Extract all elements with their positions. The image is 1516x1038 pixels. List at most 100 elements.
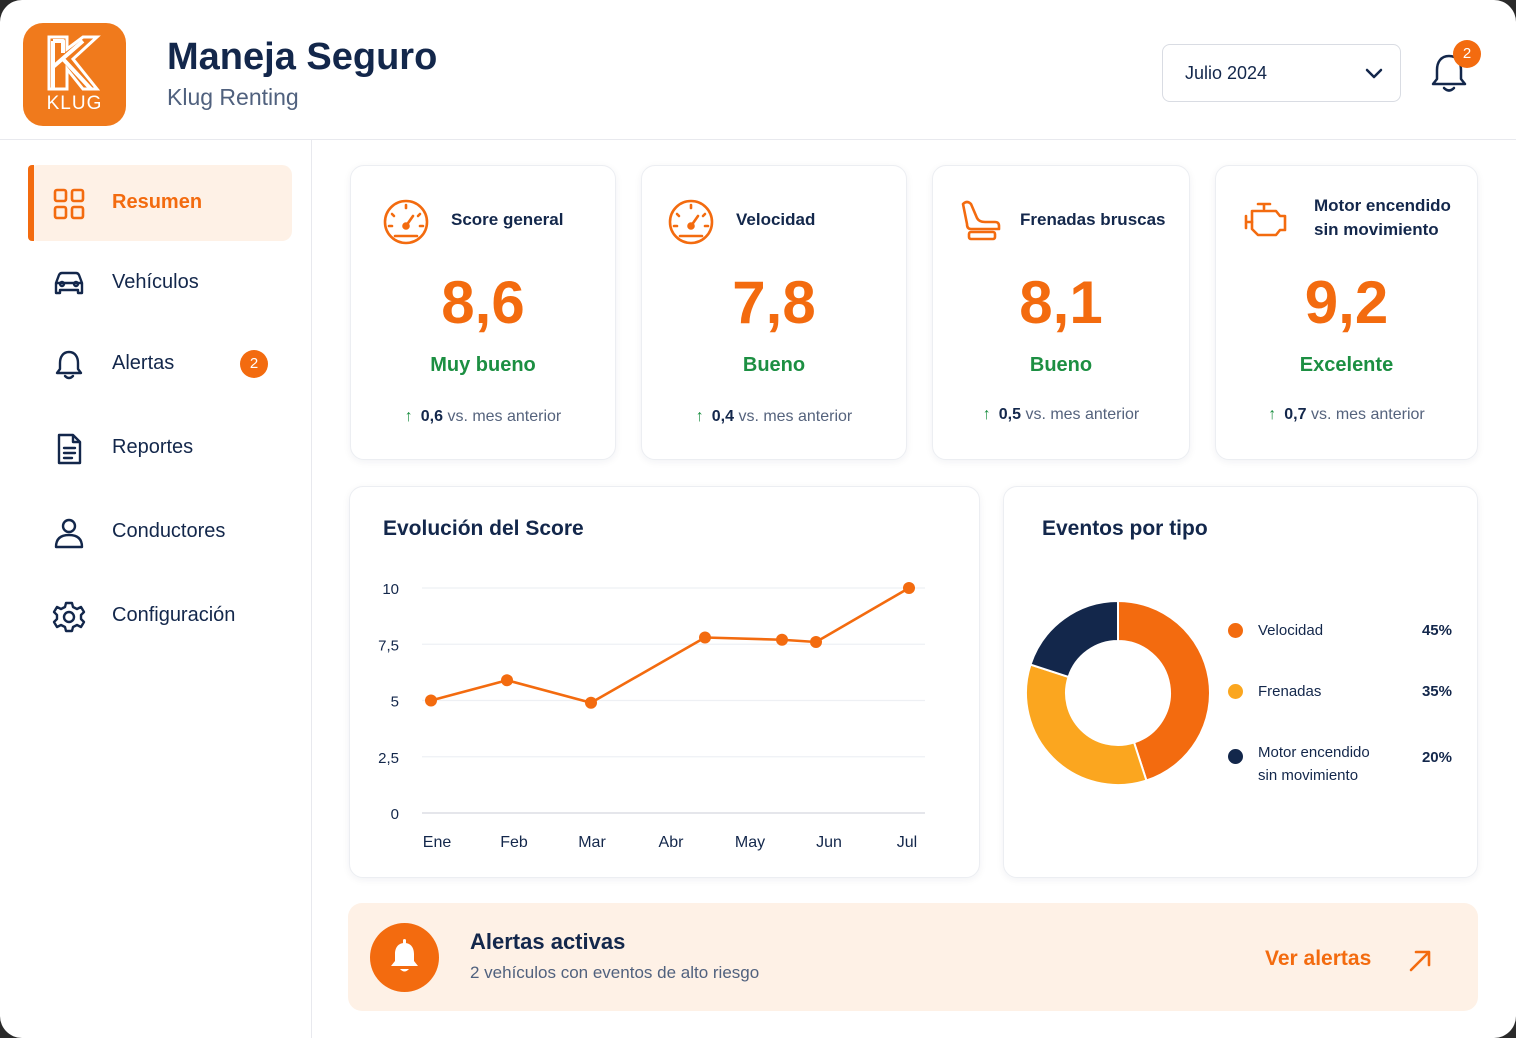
- data-point[interactable]: [903, 582, 915, 594]
- arrow-up-icon: ↑: [1268, 406, 1277, 423]
- sidebar-item-label: Resumen: [112, 191, 203, 213]
- engine-icon: [1242, 194, 1292, 244]
- arrow-up-icon: ↑: [404, 408, 413, 425]
- y-tick-label: 2,5: [378, 750, 399, 767]
- kpi-delta-text: vs. mes anterior: [447, 408, 562, 425]
- gear-icon: [52, 600, 86, 634]
- kpi-delta-value: 0,6: [420, 408, 443, 425]
- legend-value: 20%: [1421, 749, 1452, 766]
- legend-dot: [1228, 684, 1243, 699]
- month-select[interactable]: Julio 2024: [1162, 44, 1401, 102]
- kpi-title: Motor encendido sin movimiento: [1314, 196, 1451, 239]
- logo-text: KLUG: [46, 93, 103, 114]
- events-donut-chart: [1025, 599, 1211, 786]
- sidebar-item-label: Configuración: [112, 604, 236, 626]
- logo-k-icon: [47, 35, 101, 91]
- kpi-value: 8,1: [1019, 269, 1103, 336]
- kpi-value: 8,6: [441, 269, 525, 336]
- score-evolution-panel: Evolución del Score 0 2,5 5 7,5 10 Ene Feb Mar A…: [349, 486, 980, 878]
- view-alerts-link[interactable]: Ver alertas: [1265, 947, 1372, 970]
- sidebar-item-label: Conductores: [112, 520, 226, 542]
- brake-pedal-icon: [957, 196, 1007, 246]
- kpi-title: Score general: [451, 210, 564, 229]
- kpi-delta: ↑ 0,4 vs. mes anterior: [642, 408, 906, 426]
- x-tick-label: Jun: [816, 834, 842, 851]
- bell-icon: [391, 939, 418, 972]
- klug-logo: KLUG: [23, 23, 126, 126]
- sidebar-item-alertas[interactable]: Alertas 2: [28, 326, 292, 402]
- arrow-up-icon: ↑: [982, 406, 991, 423]
- y-tick-label: 0: [391, 806, 399, 823]
- kpi-delta-text: vs. mes anterior: [1025, 406, 1140, 423]
- arrow-up-icon: ↑: [695, 408, 704, 425]
- y-tick-label: 10: [382, 581, 399, 598]
- chart-title: Eventos por tipo: [1042, 517, 1208, 540]
- user-icon: [52, 516, 86, 550]
- document-icon: [52, 432, 86, 466]
- sidebar-item-reportes[interactable]: Reportes: [28, 410, 292, 486]
- sidebar-item-vehiculos[interactable]: Vehículos: [28, 245, 292, 321]
- legend-label: Velocidad: [1258, 622, 1324, 639]
- sidebar-item-configuracion[interactable]: Configuración: [28, 578, 292, 654]
- kpi-status: Muy bueno: [430, 354, 536, 376]
- kpi-status: Bueno: [742, 354, 806, 376]
- kpi-card-motor-encendido: Motor encendido sin movimiento 9,2 Excel…: [1215, 165, 1478, 460]
- chevron-down-icon: [1364, 65, 1384, 88]
- sidebar-item-label: Vehículos: [112, 271, 199, 293]
- legend-dot: [1228, 623, 1243, 638]
- donut-slice-frenadas[interactable]: [1025, 663, 1148, 786]
- data-point[interactable]: [776, 633, 788, 646]
- kpi-delta: ↑ 0,7 vs. mes anterior: [1216, 406, 1477, 424]
- legend-value: 35%: [1421, 683, 1452, 700]
- kpi-delta-value: 0,5: [998, 406, 1021, 423]
- speedometer-icon: [666, 196, 716, 246]
- data-point[interactable]: [699, 631, 711, 644]
- kpi-card-score-general: Score general 8,6 Muy bueno ↑ 0,6 vs. mes…: [350, 165, 616, 460]
- alerts-badge: 2: [240, 350, 268, 378]
- kpi-status: Bueno: [1029, 354, 1093, 376]
- y-tick-label: 5: [391, 694, 399, 711]
- y-tick-label: 7,5: [378, 637, 399, 654]
- sidebar-item-resumen[interactable]: Resumen: [28, 165, 292, 241]
- data-point[interactable]: [425, 694, 437, 707]
- kpi-title: Velocidad: [736, 210, 816, 229]
- events-by-type-panel: Eventos por tipo Velocidad 45% Frenadas …: [1003, 486, 1478, 878]
- kpi-title: Frenadas bruscas: [1020, 210, 1166, 229]
- kpi-card-frenadas-bruscas: Frenadas bruscas 8,1 Bueno ↑ 0,5 vs. mes …: [932, 165, 1190, 460]
- donut-slice-motor[interactable]: [1029, 599, 1119, 679]
- kpi-delta-text: vs. mes anterior: [1310, 406, 1425, 423]
- x-tick-label: Ene: [423, 834, 452, 851]
- sidebar-item-label: Alertas: [112, 352, 175, 374]
- sidebar: Resumen Vehículos Alertas 2: [0, 140, 312, 1038]
- legend-label: Motor encendido sin movimiento: [1258, 744, 1370, 784]
- kpi-delta: ↑ 0,6 vs. mes anterior: [351, 408, 615, 426]
- x-tick-label: Mar: [578, 834, 606, 851]
- notifications-badge: 2: [1453, 40, 1481, 68]
- series-line: [430, 586, 910, 705]
- kpi-delta: ↑ 0,5 vs. mes anterior: [933, 406, 1189, 424]
- sidebar-item-conductores[interactable]: Conductores: [28, 494, 292, 570]
- kpi-value: 7,8: [732, 269, 816, 336]
- page-title: Maneja Seguro: [167, 36, 438, 78]
- kpi-value: 9,2: [1304, 269, 1389, 336]
- data-point[interactable]: [585, 696, 597, 709]
- bell-icon: [52, 348, 86, 382]
- data-point[interactable]: [501, 674, 513, 687]
- alerts-subtitle: 2 vehículos con eventos de alto riesgo: [470, 963, 760, 982]
- kpi-delta-value: 0,7: [1284, 406, 1307, 423]
- kpi-card-velocidad: Velocidad 7,8 Bueno ↑ 0,4 vs. mes anterio…: [641, 165, 907, 460]
- speedometer-icon: [381, 196, 431, 246]
- legend-label: Frenadas: [1258, 683, 1322, 700]
- car-icon: [52, 267, 86, 301]
- kpi-delta-value: 0,4: [711, 408, 734, 425]
- arrow-up-right-icon[interactable]: [1406, 947, 1434, 975]
- kpi-status: Excelente: [1299, 354, 1394, 376]
- legend-dot: [1228, 749, 1243, 764]
- x-tick-label: Abr: [659, 834, 685, 851]
- score-line-chart: 0 2,5 5 7,5 10 Ene Feb Mar Abr May Jun Jul: [378, 581, 925, 851]
- sidebar-item-label: Reportes: [112, 436, 194, 458]
- donut-slice-velocidad[interactable]: [1117, 599, 1211, 782]
- x-tick-label: Jul: [897, 834, 917, 851]
- alerts-title: Alertas activas: [470, 929, 626, 954]
- data-point[interactable]: [810, 636, 822, 648]
